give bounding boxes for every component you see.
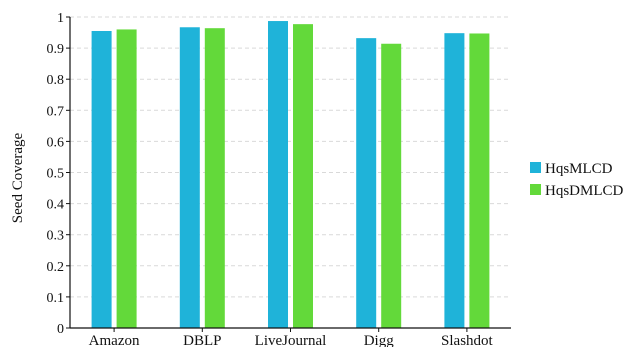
y-tick-label: 0.4 [47, 198, 65, 213]
bar-hqsdmlcd-slashdot [469, 33, 490, 328]
grid-lines [70, 16, 511, 298]
legend: HqsMLCD HqsDMLCD [530, 161, 624, 199]
y-tick-label: 1 [57, 11, 64, 26]
x-tick-label: DBLP [183, 333, 221, 347]
x-tick-label: LiveJournal [255, 333, 327, 347]
bar-hqsmlcd-dblp [179, 27, 200, 328]
y-tick-label: 0.3 [47, 229, 65, 244]
y-tick-label: 0.7 [47, 104, 65, 119]
bar-hqsdmlcd-dblp [204, 28, 225, 329]
legend-swatch [530, 184, 541, 195]
bar-hqsdmlcd-digg [381, 43, 402, 328]
y-tick-label: 0.1 [47, 291, 65, 306]
legend-label: HqsDMLCD [545, 183, 624, 199]
legend-swatch [530, 162, 541, 173]
bar-hqsdmlcd-livejournal [293, 24, 313, 328]
y-tick-label: 0.5 [47, 167, 65, 182]
bar-hqsmlcd-digg [356, 38, 377, 328]
bar-hqsmlcd-amazon [91, 30, 112, 329]
bars [91, 21, 490, 329]
y-tick-labels: 0 0.1 0.2 0.3 0.4 0.5 0.6 0.7 0.8 0.9 1 [47, 11, 70, 337]
y-tick-label: 0.9 [47, 42, 65, 57]
bar-hqsmlcd-livejournal [268, 21, 288, 328]
y-tick-label: 0.8 [47, 73, 65, 88]
y-axis-title: Seed Coverage [10, 132, 26, 223]
x-tick-label: Slashdot [441, 333, 494, 347]
bar-hqsmlcd-slashdot [444, 33, 465, 329]
y-tick-label: 0 [57, 322, 64, 337]
y-tick-label: 0.6 [47, 135, 65, 150]
x-tick-labels: Amazon DBLP LiveJournal Digg Slashdot [89, 328, 494, 349]
y-tick-label: 0.2 [47, 260, 65, 275]
bar-hqsdmlcd-amazon [116, 29, 137, 328]
legend-label: HqsMLCD [545, 161, 613, 177]
x-tick-label: Amazon [89, 333, 140, 347]
x-tick-label: Digg [364, 333, 395, 347]
